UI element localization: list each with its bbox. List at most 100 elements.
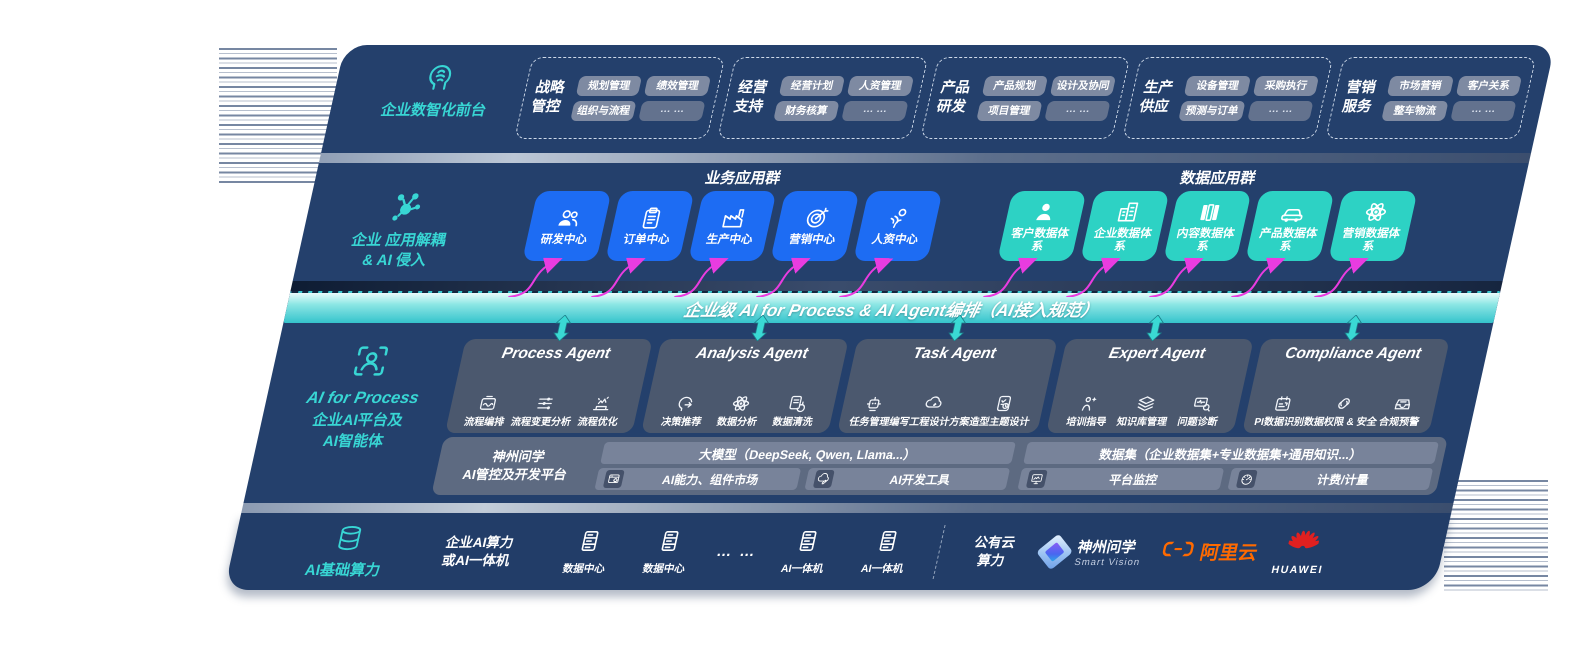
app-box: 产品数据体系 — [1245, 191, 1335, 261]
platform-tool: 计费/计量 — [1226, 468, 1434, 490]
chip: 组织与流程 — [570, 100, 638, 121]
front-group-name: 生产供应 — [1137, 80, 1175, 115]
agent-item-label: 编写工程设计方案 — [888, 417, 971, 428]
checklist-card-icon — [991, 393, 1017, 414]
app-box-label: 客户数据体系 — [1009, 227, 1071, 253]
server-icon — [791, 528, 824, 559]
atom-icon — [728, 393, 754, 414]
app-box: 内容数据体系 — [1162, 191, 1253, 261]
enterprise-compute-line2: 或AI一体机 — [440, 552, 512, 568]
chip: … … — [1044, 100, 1112, 121]
server-icon — [871, 528, 904, 559]
smart-vision-name: 神州问学 — [1075, 539, 1138, 556]
flow-icon — [475, 393, 501, 414]
front-groups: 战略管控 规划管理 绩效管理 组织与流程… … 经营支持 经营计划 人资管理 财务核算… … 产… — [514, 57, 1537, 139]
agent-item: 编写工程设计方案 — [888, 393, 976, 428]
agent-item-label: 流程变更分析 — [509, 417, 573, 428]
agent-item-label: 合规预警 — [1377, 417, 1421, 428]
inbox-icon — [1390, 393, 1416, 414]
front-layer-title: 企业数智化前台 — [379, 102, 488, 119]
platform-tools-left: AI能力、组件市场 AI开发工具 — [594, 468, 1011, 490]
agent-item-label: 造型主题设计 — [968, 417, 1031, 428]
chip: 客户关系 — [1455, 75, 1523, 96]
business-apps-row: 研发中心 订单中心 生产中心 营销中心 人资中心 — [522, 191, 943, 261]
front-group-name: 战略管控 — [529, 80, 567, 115]
compute-node: 数据中心 — [631, 528, 704, 576]
agent-item: 合规预警 — [1375, 393, 1428, 428]
agent-item-label: 流程编排 — [462, 417, 506, 428]
agent-title: Compliance Agent — [1283, 345, 1423, 362]
vendor-smart-vision: 神州问学 Smart Vision — [1036, 533, 1146, 570]
chip: 市场营销 — [1386, 75, 1454, 96]
alicloud-name: 阿里云 — [1197, 543, 1260, 564]
agent-item: 流程变更分析 — [510, 393, 578, 428]
smart-vision-logo-icon — [1036, 533, 1074, 570]
front-group-name: 营销服务 — [1340, 80, 1378, 115]
network-icon — [323, 189, 489, 225]
chip: 规划管理 — [575, 75, 643, 96]
app-market-icon — [602, 470, 625, 488]
server-icon — [573, 528, 606, 559]
decouple-label-line1: 企业 应用解耦 — [349, 232, 448, 249]
app-box: 人资中心 — [853, 191, 943, 261]
data-apps-row: 客户数据体系 企业数据体系 内容数据体系 产品数据体系 营销数据体系 — [997, 191, 1418, 261]
agent-item: 造型主题设计 — [968, 393, 1036, 428]
agent-item-label: 数据权限 & 安全 — [1302, 417, 1378, 428]
agent-title: Task Agent — [911, 345, 998, 362]
app-box-label: 人资中心 — [870, 234, 920, 247]
cloud-edit-icon — [921, 393, 947, 414]
layer-ai: 企业级 AI for Process & AI Agent编排（AI接入规范） … — [243, 291, 1501, 503]
agent-card: Compliance Agent PI数据识别 数据权限 & 安全 合规预警 — [1241, 339, 1450, 433]
smart-vision-sub: Smart Vision — [1073, 556, 1142, 568]
agent-item: 流程优化 — [570, 393, 631, 428]
platform-models-col: 大模型（DeepSeek, Qwen, Llama...） AI能力、组件市场 A… — [594, 442, 1016, 490]
app-box: 订单中心 — [604, 191, 695, 261]
doc-refresh-icon — [784, 393, 810, 414]
chip: 产品规划 — [981, 75, 1049, 96]
enterprise-compute-line1: 企业AI算力 — [444, 534, 516, 550]
diagnose-icon — [1189, 393, 1215, 414]
app-box-label: 研发中心 — [539, 234, 588, 247]
brain-icon — [358, 59, 524, 93]
chip: 采购执行 — [1252, 75, 1320, 96]
platform-tool: AI能力、组件市场 — [594, 468, 801, 490]
app-box: 生产中心 — [687, 191, 778, 261]
app-box-label: 产品数据体系 — [1258, 227, 1319, 253]
agent-item-label: 培训指导 — [1064, 417, 1108, 428]
platform-label: 神州问学 AI管控及开发平台 — [442, 448, 592, 483]
app-box-label: 订单中心 — [622, 234, 671, 247]
ai-label-en: AI for Process — [304, 389, 421, 407]
platform-label-line1: 神州问学 — [490, 449, 547, 465]
agent-item: PI数据识别 — [1253, 393, 1310, 428]
app-box: 营销中心 — [770, 191, 860, 261]
agent-item-label: 知识库管理 — [1115, 417, 1169, 428]
alicloud-logo-icon — [1156, 532, 1199, 571]
platform-tool: 平台监控 — [1017, 468, 1224, 490]
huawei-logo-icon — [1284, 528, 1322, 563]
public-cloud-line2: 算力 — [975, 552, 1007, 568]
compute-node: AI一体机 — [850, 528, 923, 576]
chip: 整车物流 — [1381, 100, 1449, 121]
platform-datasets-col: 数据集（企业数据集+专业数据集+通用知识...） 平台监控 计费/计量 — [1017, 442, 1439, 490]
ai-label-line2: 企业AI平台及 — [310, 412, 405, 430]
enterprise-compute-label: 企业AI算力 或AI一体机 — [413, 534, 543, 569]
agent-card: Task Agent 任务管理 编写工程设计方案 造型主题设计 — [836, 339, 1058, 433]
clipboard-icon — [635, 205, 667, 231]
architecture-panel: 企业数智化前台 战略管控 规划管理 绩效管理 组织与流程… … 经营支持 经营计划 人资管理… — [224, 45, 1555, 590]
front-group: 战略管控 规划管理 绩效管理 组织与流程… … — [514, 57, 726, 139]
datacenter-nodes: 数据中心 数据中心 — [551, 528, 704, 576]
compute-layer-label: AI基础算力 — [288, 523, 405, 580]
agent-items: 决策推荐 数据分析 数据清洗 — [648, 366, 837, 428]
agent-item: 数据清洗 — [763, 393, 826, 428]
books-icon — [1195, 199, 1227, 225]
layer-apps: 企业 应用解耦 & AI 侵入 业务应用群 数据应用群 研发中心 订单中心 生产中心… — [292, 163, 1529, 281]
agent-item-label: 决策推荐 — [659, 417, 703, 428]
chip: 人资管理 — [846, 75, 914, 96]
agent-card: Analysis Agent 决策推荐 数据分析 数据清洗 — [640, 339, 849, 433]
bevel-edge — [241, 503, 1454, 513]
gauge-icon — [1235, 470, 1258, 488]
training-icon — [1078, 393, 1104, 414]
decouple-layer-label: 企业 应用解耦 & AI 侵入 — [313, 189, 489, 272]
agents-row: Process Agent 流程编排 流程变更分析 流程优化 Analysis Agen… — [444, 339, 1450, 433]
car-icon — [1277, 199, 1309, 225]
